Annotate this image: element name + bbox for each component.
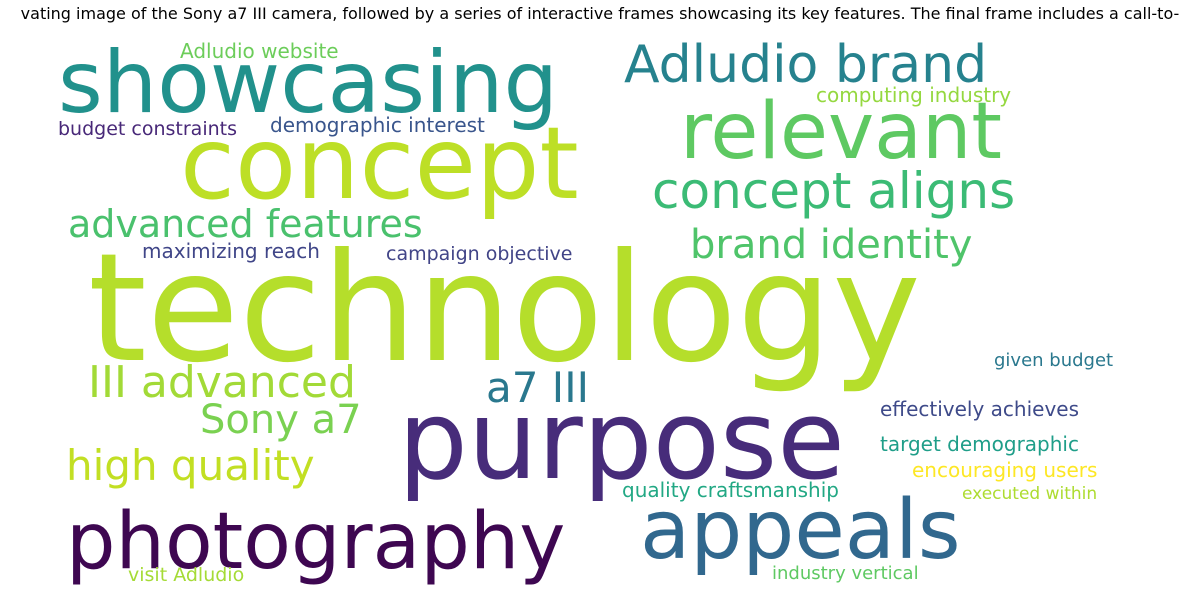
cloud-word: effectively achieves [880, 397, 1079, 421]
cloud-word: given budget [994, 350, 1113, 371]
cloud-word: industry vertical [772, 563, 919, 584]
cloud-word: Sony a7 [200, 397, 362, 443]
cloud-word: budget constraints [58, 118, 237, 140]
cloud-word: brand identity [690, 222, 972, 268]
cloud-word: maximizing reach [142, 239, 320, 263]
cloud-word: high quality [66, 441, 315, 490]
cloud-word: demographic interest [270, 113, 485, 137]
cloud-word: concept aligns [652, 162, 1015, 220]
cloud-word: encouraging users [912, 458, 1097, 482]
cloud-word: executed within [962, 484, 1097, 504]
cloud-word: target demographic [880, 432, 1079, 456]
cloud-word: quality craftsmanship [622, 478, 839, 502]
cloud-word: campaign objective [386, 243, 572, 265]
cloud-word: computing industry [816, 83, 1011, 107]
cloud-word: visit Adludio [128, 564, 244, 586]
cloud-word: a7 III [486, 363, 589, 412]
cloud-word: Adludio website [180, 39, 339, 63]
